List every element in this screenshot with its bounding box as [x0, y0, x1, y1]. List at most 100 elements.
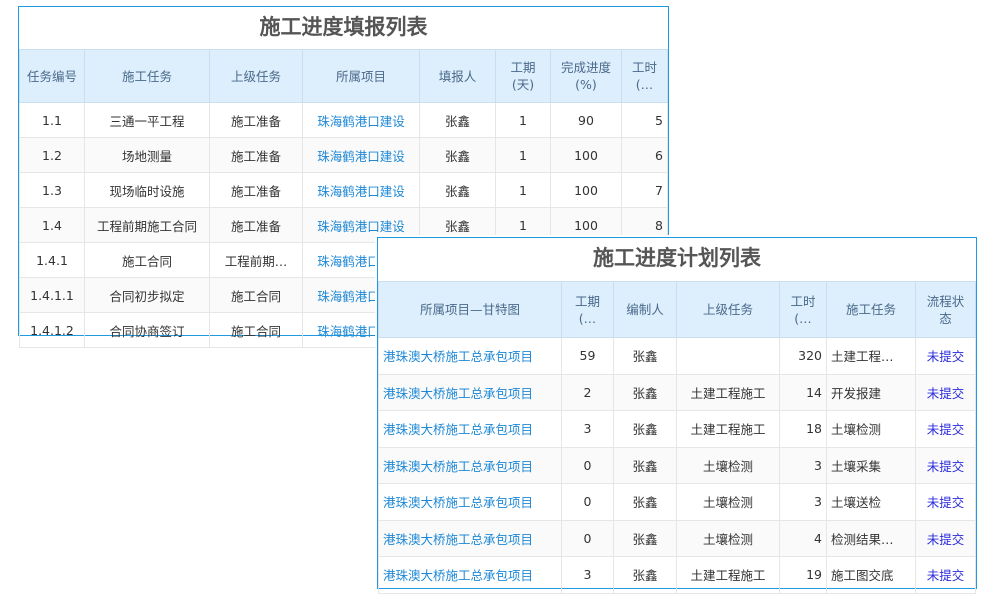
- table-cell: 土壤检测: [676, 483, 780, 521]
- table-cell: 张鑫: [613, 519, 677, 557]
- table-row[interactable]: 港珠澳大桥施工总承包项目 0 张鑫 土壤检测 4 检测结果… 未提交: [378, 519, 976, 557]
- project-link[interactable]: 珠海鹤港口建设: [302, 137, 420, 173]
- table-cell: 1.4.1: [19, 242, 85, 278]
- project-link[interactable]: 港珠澳大桥施工总承包项目: [378, 373, 562, 411]
- table-cell: 1.4.1.1: [19, 277, 85, 313]
- table-cell: 三通一平工程: [84, 102, 210, 138]
- table-cell: 土壤检测: [676, 519, 780, 557]
- table-cell: 张鑫: [613, 410, 677, 448]
- table-cell: 施工合同: [209, 277, 303, 313]
- table-cell: 1.1: [19, 102, 85, 138]
- column-header[interactable]: 上级任务: [209, 49, 303, 103]
- project-link[interactable]: 港珠澳大桥施工总承包项目: [378, 556, 562, 594]
- project-link[interactable]: 珠海鹤港口建设: [302, 102, 420, 138]
- table-cell: 土建工程施工: [676, 410, 780, 448]
- table-cell: 张鑫: [419, 102, 496, 138]
- table-row[interactable]: 港珠澳大桥施工总承包项目 0 张鑫 土壤检测 3 土壤送检 未提交: [378, 483, 976, 521]
- column-header[interactable]: 工期 (天): [495, 49, 551, 103]
- table-cell: 施工准备: [209, 172, 303, 208]
- table-cell: 张鑫: [613, 483, 677, 521]
- table-cell: 90: [550, 102, 622, 138]
- status-link[interactable]: 未提交: [915, 556, 976, 594]
- project-link[interactable]: 港珠澳大桥施工总承包项目: [378, 483, 562, 521]
- column-header[interactable]: 施工任务: [84, 49, 210, 103]
- progress-report-table: 任务编号 施工任务 上级任务 所属项目 填报人 工期 (天) 完成进度 (%) 工时 (… 1.…: [19, 49, 668, 348]
- status-link[interactable]: 未提交: [915, 337, 976, 375]
- table-cell: 开发报建: [826, 373, 916, 411]
- table-cell: [676, 337, 780, 375]
- table-cell: 1: [495, 102, 551, 138]
- table-cell: 土壤送检: [826, 483, 916, 521]
- table-row[interactable]: 港珠澳大桥施工总承包项目 2 张鑫 土建工程施工 14 开发报建 未提交: [378, 373, 976, 411]
- table-cell: 现场临时设施: [84, 172, 210, 208]
- table-cell: 张鑫: [613, 337, 677, 375]
- table-cell: 0: [561, 519, 614, 557]
- table-cell: 张鑫: [613, 446, 677, 484]
- table-cell: 施工准备: [209, 137, 303, 173]
- table-cell: 59: [561, 337, 614, 375]
- table-cell: 1.4.1.2: [19, 312, 85, 348]
- table-cell: 施工准备: [209, 102, 303, 138]
- table-cell: 土壤检测: [826, 410, 916, 448]
- column-header[interactable]: 上级任务: [676, 281, 780, 338]
- column-header[interactable]: 完成进度 (%): [550, 49, 622, 103]
- project-link[interactable]: 珠海鹤港口建设: [302, 172, 420, 208]
- column-header[interactable]: 所属项目—甘特图: [378, 281, 562, 338]
- table-row[interactable]: 1.1 三通一平工程 施工准备 珠海鹤港口建设 张鑫 1 90 5: [19, 102, 668, 138]
- table-cell: 3: [779, 446, 827, 484]
- table-cell: 施工合同: [209, 312, 303, 348]
- table-cell: 土建工程施工: [676, 556, 780, 594]
- table-row[interactable]: 港珠澳大桥施工总承包项目 3 张鑫 土建工程施工 18 土壤检测 未提交: [378, 410, 976, 448]
- table-cell: 工程前期施工合同: [84, 207, 210, 243]
- table-cell: 320: [779, 337, 827, 375]
- column-header[interactable]: 任务编号: [19, 49, 85, 103]
- status-link[interactable]: 未提交: [915, 519, 976, 557]
- table-row[interactable]: 港珠澳大桥施工总承包项目 59 张鑫 320 土建工程… 未提交: [378, 337, 976, 375]
- table-cell: 合同初步拟定: [84, 277, 210, 313]
- table-cell: 检测结果…: [826, 519, 916, 557]
- table-cell: 0: [561, 483, 614, 521]
- status-link[interactable]: 未提交: [915, 483, 976, 521]
- status-link[interactable]: 未提交: [915, 410, 976, 448]
- column-header[interactable]: 工期 (…: [561, 281, 614, 338]
- table-cell: 3: [561, 410, 614, 448]
- table-cell: 土建工程…: [826, 337, 916, 375]
- table-row[interactable]: 港珠澳大桥施工总承包项目 3 张鑫 土建工程施工 19 施工图交底 未提交: [378, 556, 976, 594]
- column-header[interactable]: 编制人: [613, 281, 677, 338]
- table-cell: 土建工程施工: [676, 373, 780, 411]
- table-cell: 施工准备: [209, 207, 303, 243]
- table-cell: 工程前期…: [209, 242, 303, 278]
- table-cell: 18: [779, 410, 827, 448]
- table-row[interactable]: 1.3 现场临时设施 施工准备 珠海鹤港口建设 张鑫 1 100 7: [19, 172, 668, 208]
- project-link[interactable]: 珠海鹤港口建设: [302, 207, 420, 243]
- table-cell: 1.4: [19, 207, 85, 243]
- table-cell: 7: [621, 172, 668, 208]
- column-header[interactable]: 填报人: [419, 49, 496, 103]
- column-header[interactable]: 施工任务: [826, 281, 916, 338]
- table-cell: 6: [621, 137, 668, 173]
- project-link[interactable]: 港珠澳大桥施工总承包项目: [378, 519, 562, 557]
- column-header[interactable]: 所属项目: [302, 49, 420, 103]
- table-cell: 1: [495, 172, 551, 208]
- table-cell: 张鑫: [613, 556, 677, 594]
- column-header[interactable]: 工时 (…: [621, 49, 668, 103]
- status-link[interactable]: 未提交: [915, 446, 976, 484]
- table-cell: 100: [550, 172, 622, 208]
- table-cell: 施工图交底: [826, 556, 916, 594]
- table-cell: 0: [561, 446, 614, 484]
- project-link[interactable]: 港珠澳大桥施工总承包项目: [378, 446, 562, 484]
- column-header[interactable]: 流程状 态: [915, 281, 976, 338]
- table-cell: 张鑫: [419, 137, 496, 173]
- table-cell: 1.2: [19, 137, 85, 173]
- table-row[interactable]: 港珠澳大桥施工总承包项目 0 张鑫 土壤检测 3 土壤采集 未提交: [378, 446, 976, 484]
- table-row[interactable]: 1.2 场地测量 施工准备 珠海鹤港口建设 张鑫 1 100 6: [19, 137, 668, 173]
- column-header[interactable]: 工时 (…: [779, 281, 827, 338]
- table-cell: 张鑫: [419, 172, 496, 208]
- table-cell: 施工合同: [84, 242, 210, 278]
- project-link[interactable]: 港珠澳大桥施工总承包项目: [378, 410, 562, 448]
- table-cell: 合同协商签订: [84, 312, 210, 348]
- project-link[interactable]: 港珠澳大桥施工总承包项目: [378, 337, 562, 375]
- status-link[interactable]: 未提交: [915, 373, 976, 411]
- table-cell: 5: [621, 102, 668, 138]
- panel-title: 施工进度计划列表: [593, 246, 761, 270]
